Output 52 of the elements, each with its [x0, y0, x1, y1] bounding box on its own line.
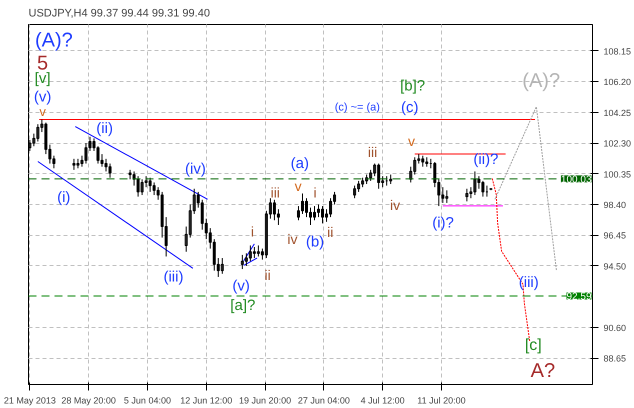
annotation: v: [408, 132, 415, 149]
y-tick-label: 102.30: [604, 138, 632, 149]
ref-line-label: 100.03: [560, 174, 592, 186]
ref-line-label: 92.59: [566, 291, 592, 302]
y-tick-label: 94.50: [604, 261, 626, 272]
annotation: (A)?: [34, 30, 73, 52]
y-tick-label: 108.15: [604, 46, 632, 56]
annotation: [c]: [524, 337, 542, 354]
x-tick-label: 21 May 2013: [4, 396, 56, 406]
annotation: (v): [232, 278, 250, 295]
annotation: i: [313, 184, 317, 201]
y-tick-label: 88.65: [604, 354, 626, 364]
annotation: [b]?: [400, 78, 426, 95]
annotation: (iii): [518, 274, 539, 292]
y-tick-label: 100.35: [604, 169, 632, 180]
x-tick-label: 27 Jun 04:00: [298, 396, 350, 406]
x-tick-label: 4 Jul 12:00: [360, 396, 405, 406]
annotation: (v): [34, 88, 52, 106]
x-tick-label: 28 May 20:00: [61, 396, 116, 406]
annotation: (a): [290, 154, 309, 172]
annotation: (iii): [163, 268, 184, 286]
annotation: (c) ~= (a): [334, 102, 380, 114]
x-tick-label: 12 Jun 12:00: [180, 396, 232, 406]
annotation: v: [39, 104, 46, 119]
annotation: [a]?: [230, 296, 256, 314]
y-tick-label: 106.20: [604, 77, 632, 88]
y-tick-label: 96.45: [604, 230, 626, 241]
annotation: (A)?: [522, 70, 560, 92]
annotation: (iv): [185, 160, 206, 178]
annotation: (b): [306, 233, 324, 250]
annotation: iv: [390, 196, 400, 213]
y-tick-label: 104.25: [604, 108, 632, 118]
annotation: [v]: [34, 70, 51, 87]
x-tick-label: 5 Jun 04:00: [124, 396, 171, 406]
annotation: A?: [530, 360, 556, 382]
y-tick-label: 90.60: [604, 322, 626, 333]
y-tick-label: 98.40: [604, 200, 626, 210]
annotation: (c): [401, 99, 419, 116]
chart-title: USDJPY,H4 99.37 99.44 99.31 99.40: [28, 8, 210, 20]
annotation: ii: [264, 267, 271, 284]
annotation: (ii)?: [473, 151, 498, 168]
annotation: iii: [270, 184, 280, 201]
annotation: iii: [368, 144, 378, 160]
annotation: i: [250, 224, 254, 240]
annotation: (ii): [96, 120, 113, 138]
annotation: v: [294, 178, 302, 194]
annotation: iv: [287, 231, 298, 248]
x-tick-label: 11 Jul 20:00: [417, 396, 466, 406]
x-tick-label: 19 Jun 20:00: [239, 396, 292, 406]
annotation: ii: [327, 224, 334, 240]
annotation: (i): [57, 188, 70, 206]
annotation: (i)?: [432, 214, 454, 232]
